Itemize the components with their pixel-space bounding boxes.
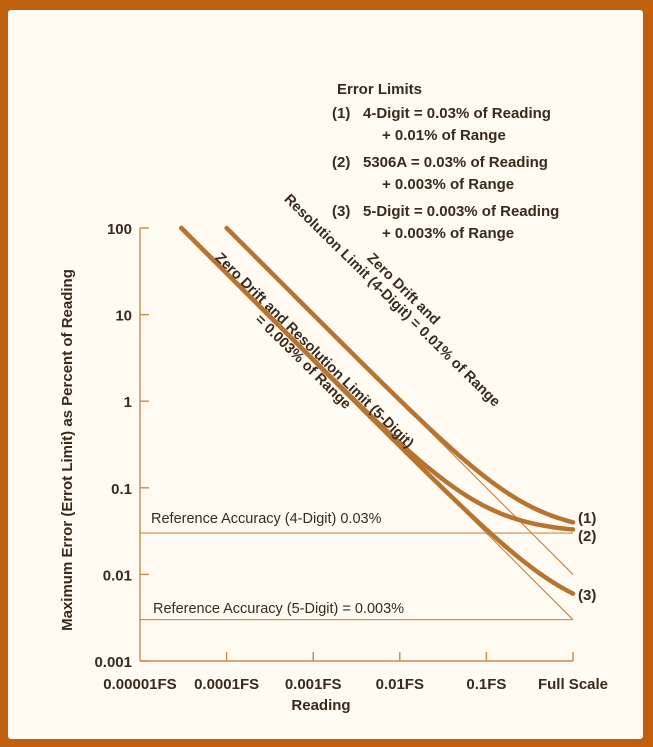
- legend-entry-3-id: (3): [332, 203, 350, 220]
- x-tick-label: Full Scale: [538, 676, 608, 693]
- y-tick-label: 0.1: [111, 481, 132, 498]
- x-axis-title: Reading: [291, 697, 350, 714]
- x-tick-label: 0.001FS: [285, 676, 342, 693]
- legend-entry-1-line2: + 0.01% of Range: [382, 127, 506, 144]
- legend-entry-3-line2: + 0.003% of Range: [382, 225, 514, 242]
- reference-5digit-label: Reference Accuracy (5-Digit) = 0.003%: [153, 601, 404, 617]
- curve-1-end-label: (1): [578, 510, 596, 527]
- legend-entry-2-line1: 5306A = 0.03% of Reading: [363, 154, 548, 171]
- curve-2-end-label: (2): [578, 528, 596, 545]
- x-tick-label: 0.00001FS: [103, 676, 176, 693]
- y-tick-label: 0.001: [94, 654, 132, 671]
- legend: Error Limits (1) 4-Digit = 0.03% of Read…: [332, 81, 559, 242]
- x-tick-label: 0.01FS: [376, 676, 424, 693]
- error-limit-chart: 100 10 1 0.1 0.01 0.001 0.00001FS 0.0001FS 0.001…: [59, 81, 608, 714]
- legend-entry-1-id: (1): [332, 105, 350, 122]
- legend-title: Error Limits: [337, 81, 422, 98]
- x-tick-label: 0.0001FS: [194, 676, 259, 693]
- legend-entry-2-line2: + 0.003% of Range: [382, 176, 514, 193]
- curve-3-end-label: (3): [578, 587, 596, 604]
- y-tick-label: 10: [115, 308, 132, 325]
- y-tick-label: 1: [124, 394, 132, 411]
- y-axis-title: Maximum Error (Errot Limit) as Percent o…: [59, 269, 76, 631]
- error-curve-1: [224, 225, 576, 525]
- chart-panel: 100 10 1 0.1 0.01 0.001 0.00001FS 0.0001FS 0.001…: [8, 10, 643, 739]
- y-tick-label: 0.01: [103, 567, 132, 584]
- x-tick-label: 0.1FS: [466, 676, 506, 693]
- reference-4digit-label: Reference Accuracy (4-Digit) 0.03%: [151, 511, 382, 527]
- legend-entry-3-line1: 5-Digit = 0.003% of Reading: [363, 203, 559, 220]
- legend-entry-1-line1: 4-Digit = 0.03% of Reading: [363, 105, 551, 122]
- asymptote-5digit-label-line2: = 0.003% of Range: [252, 312, 354, 413]
- legend-entry-2-id: (2): [332, 154, 350, 171]
- error-curve-3: [179, 225, 576, 596]
- y-tick-label: 100: [107, 221, 132, 238]
